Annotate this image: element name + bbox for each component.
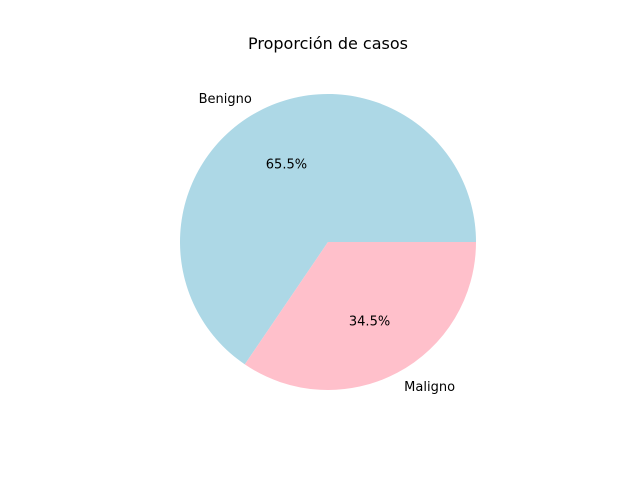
- pie-slices: [180, 94, 476, 391]
- pie-slice-maligno: [244, 242, 476, 391]
- chart-title: Proporción de casos: [248, 34, 408, 53]
- slice-percent-maligno: 34.5%: [349, 314, 390, 329]
- pie-labels: Benigno 65.5% Maligno 34.5%: [199, 92, 455, 395]
- slice-label-benigno: Benigno: [199, 92, 252, 107]
- slice-label-maligno: Maligno: [404, 380, 455, 395]
- slice-percent-benigno: 65.5%: [266, 158, 307, 173]
- pie-slice-benigno: [180, 94, 476, 365]
